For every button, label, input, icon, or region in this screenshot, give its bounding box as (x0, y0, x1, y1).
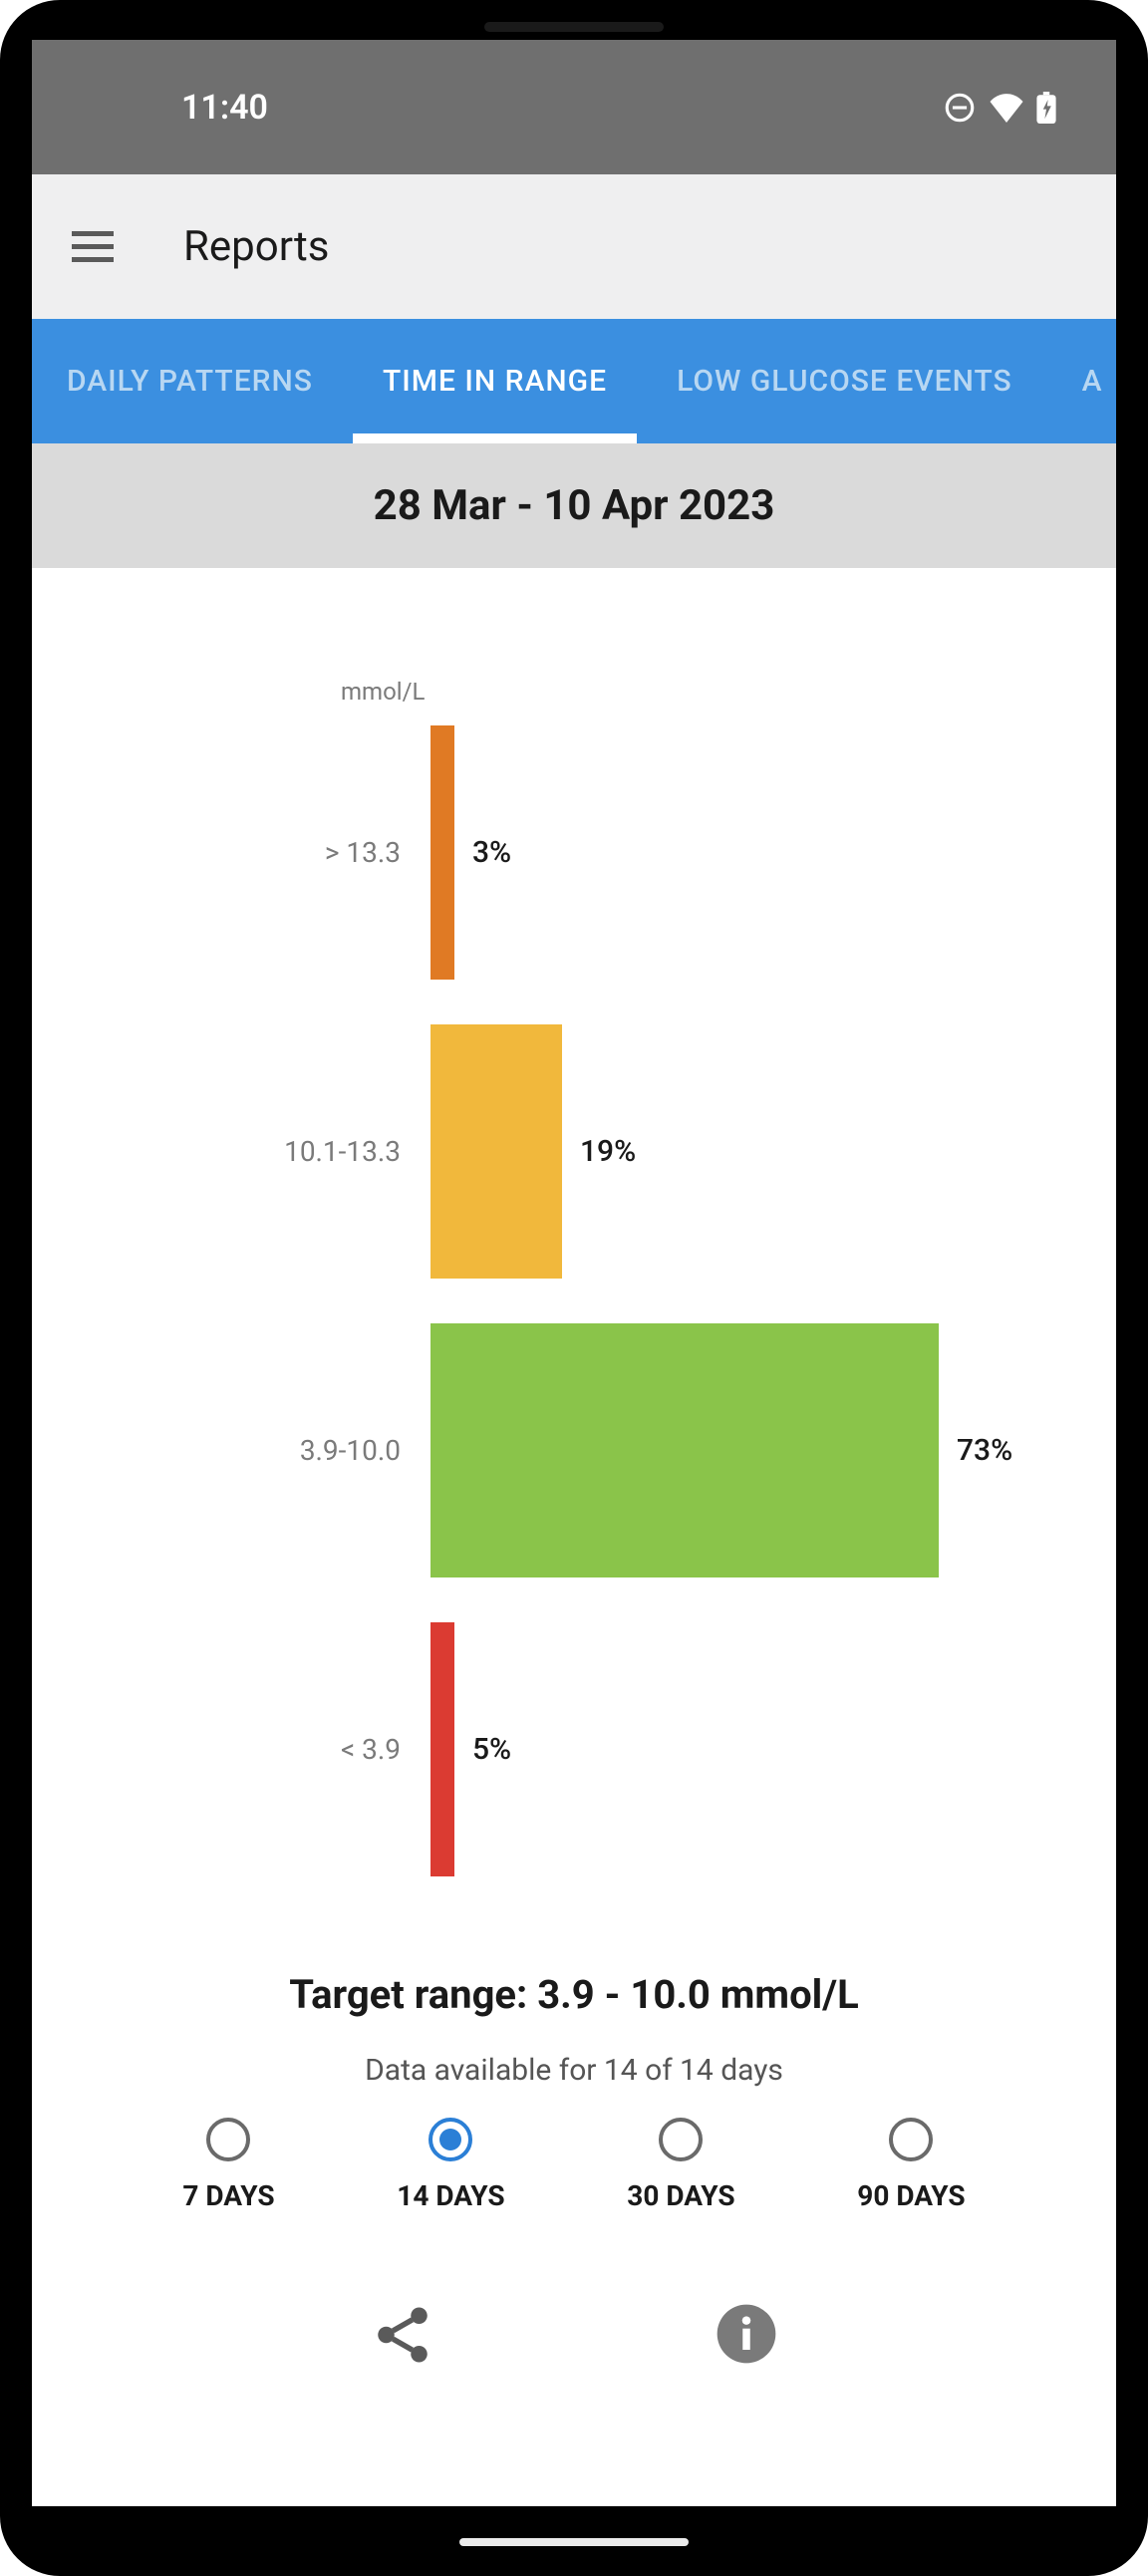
radio-icon (659, 2118, 703, 2161)
screen: 11:40 Reports DAILY PATTERNS TIME IN RAN… (32, 40, 1116, 2506)
chart-row-low: < 3.9 5% (92, 1622, 1056, 1876)
period-selector: 7 DAYS 14 DAYS 30 DAYS 90 DAYS (92, 2118, 1056, 2212)
period-option-90-days[interactable]: 90 DAYS (857, 2118, 965, 2212)
info-button[interactable] (715, 2302, 778, 2372)
period-option-7-days[interactable]: 7 DAYS (182, 2118, 274, 2212)
chart-row-high: 10.1-13.3 19% (92, 1024, 1056, 1279)
status-time: 11:40 (181, 88, 268, 128)
chart-value: 19% (562, 1134, 636, 1169)
data-available-label: Data available for 14 of 14 days (92, 2053, 1056, 2088)
hamburger-menu-icon[interactable] (72, 231, 114, 262)
target-range-label: Target range: 3.9 - 10.0 mmol/L (92, 1971, 1056, 2018)
chart-label: < 3.9 (92, 1733, 430, 1766)
tab-time-in-range[interactable]: TIME IN RANGE (383, 319, 607, 443)
chart-row-in-range: 3.9-10.0 73% (92, 1323, 1056, 1577)
radio-icon (889, 2118, 933, 2161)
info-icon (715, 2302, 778, 2366)
tab-partial[interactable]: A (1082, 319, 1103, 443)
period-label: 7 DAYS (182, 2179, 274, 2212)
chart-bar (430, 1622, 454, 1876)
chart-value: 5% (454, 1732, 511, 1767)
phone-frame: 11:40 Reports DAILY PATTERNS TIME IN RAN… (0, 0, 1148, 2576)
share-button[interactable] (370, 2302, 435, 2372)
do-not-disturb-icon (943, 91, 977, 125)
chart-label: 3.9-10.0 (92, 1434, 430, 1467)
chart-label: 10.1-13.3 (92, 1135, 430, 1168)
share-icon (370, 2302, 435, 2368)
chart-label: > 13.3 (92, 836, 430, 869)
chart-bar (430, 1323, 939, 1577)
bottom-actions (92, 2302, 1056, 2372)
period-label: 14 DAYS (397, 2179, 504, 2212)
radio-icon (429, 2118, 472, 2161)
period-option-30-days[interactable]: 30 DAYS (627, 2118, 734, 2212)
chart-value: 3% (454, 835, 511, 870)
chart-unit-label: mmol/L (341, 678, 1056, 706)
tab-low-glucose-events[interactable]: LOW GLUCOSE EVENTS (677, 319, 1012, 443)
period-option-14-days[interactable]: 14 DAYS (397, 2118, 504, 2212)
battery-charging-icon (1036, 92, 1056, 124)
wifi-icon (989, 93, 1024, 123)
radio-icon (206, 2118, 250, 2161)
home-indicator[interactable] (459, 2538, 689, 2546)
status-bar: 11:40 (32, 40, 1116, 174)
speaker-grille (484, 22, 664, 32)
date-range: 28 Mar - 10 Apr 2023 (32, 443, 1116, 568)
page-title: Reports (183, 222, 329, 271)
period-label: 90 DAYS (857, 2179, 965, 2212)
chart-area: mmol/L > 13.3 3% 10.1-13.3 19% 3.9-10.0 … (32, 568, 1116, 2506)
app-header: Reports (32, 174, 1116, 319)
chart-bar (430, 725, 454, 980)
chart-row-very-high: > 13.3 3% (92, 725, 1056, 980)
tab-daily-patterns[interactable]: DAILY PATTERNS (67, 319, 313, 443)
chart-value: 73% (939, 1433, 1012, 1468)
chart-bar (430, 1024, 562, 1279)
status-icons (943, 91, 1056, 125)
period-label: 30 DAYS (627, 2179, 734, 2212)
tabs: DAILY PATTERNS TIME IN RANGE LOW GLUCOSE… (32, 319, 1116, 443)
